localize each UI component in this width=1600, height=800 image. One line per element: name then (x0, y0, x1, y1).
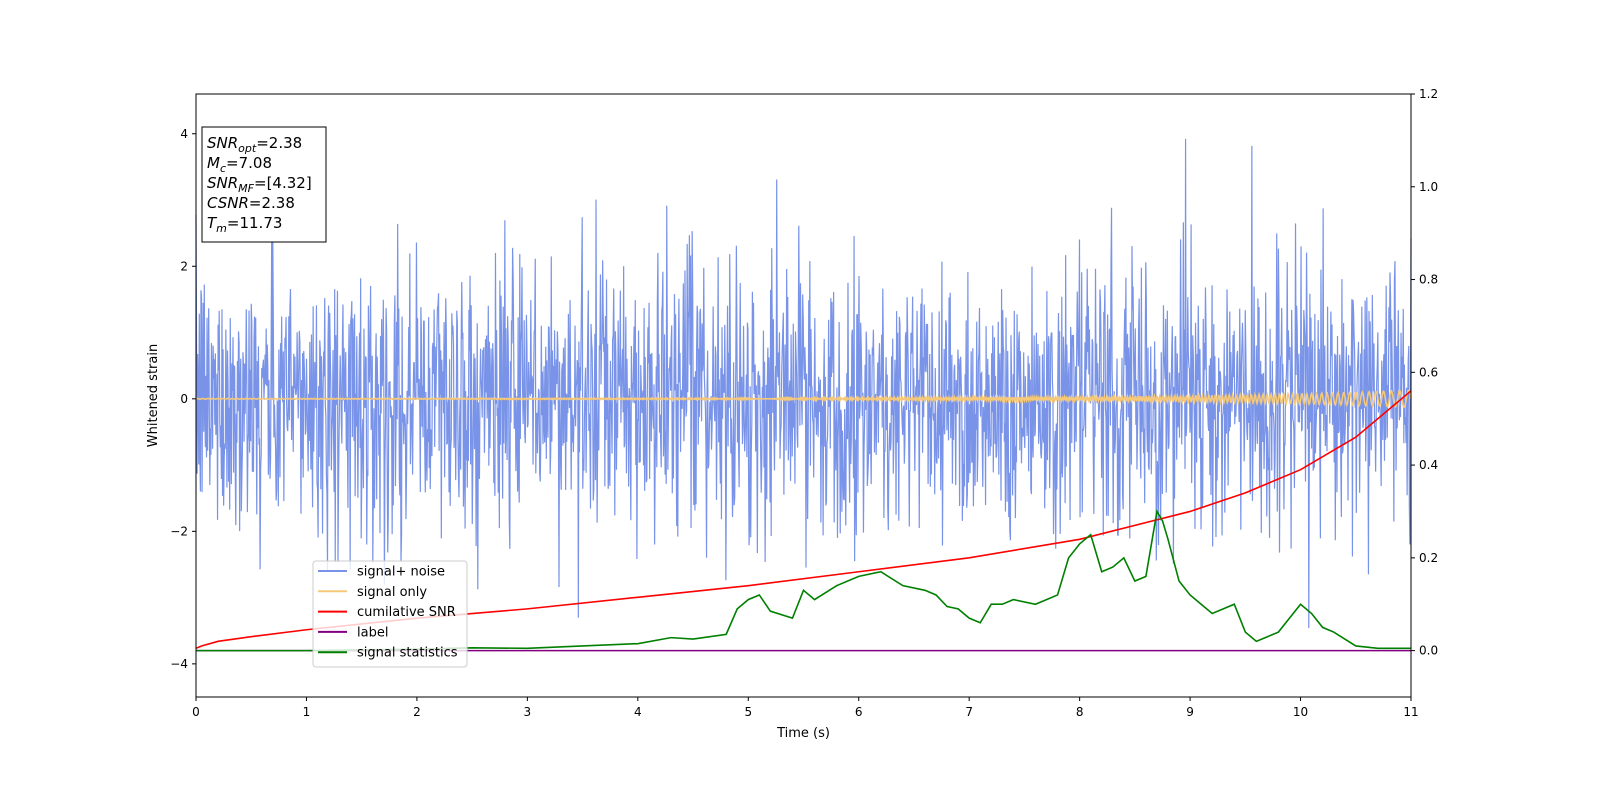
x-tick-label: 3 (524, 705, 532, 719)
y-left-tick-label: 4 (180, 127, 188, 141)
x-tick-label: 1 (303, 705, 311, 719)
series-cumilative-snr-line (195, 390, 1412, 650)
series-signal-noise-line (195, 138, 1412, 629)
series-signal-only-line (195, 389, 1412, 409)
series-signal-statistics-line (196, 509, 1411, 652)
y-right-tick-label: 1.2 (1419, 87, 1438, 101)
x-tick-label: 7 (965, 705, 973, 719)
annotation-line: SNRopt=2.38 (207, 134, 302, 155)
legend-label: signal only (357, 585, 427, 600)
plot-frame (195, 93, 1412, 698)
x-tick-label: 5 (744, 705, 752, 719)
y-axis-label: Whitened strain (146, 344, 161, 447)
y-left-tick-label: −4 (170, 657, 188, 671)
x-tick-label: 0 (192, 705, 200, 719)
x-axis-label: Time (s) (776, 726, 830, 741)
legend-frame (312, 560, 468, 668)
x-tick-label: 2 (413, 705, 421, 719)
annotation-frame (201, 126, 327, 243)
x-tick-label: 9 (1186, 705, 1194, 719)
y-right-tick-label: 0.6 (1419, 365, 1438, 379)
y-left-tick-label: −2 (170, 524, 188, 538)
y-right-tick-label: 1.0 (1419, 180, 1438, 194)
y-right-tick-label: 0.4 (1419, 458, 1438, 472)
y-right-tick-label: 0.2 (1419, 551, 1438, 565)
annotation-line: SNRMF=[4.32] (207, 174, 312, 195)
x-tick-label: 6 (855, 705, 863, 719)
legend-label: signal+ noise (357, 565, 445, 580)
annotation-line: Tm=11.73 (207, 214, 282, 235)
y-right-tick-label: 0.8 (1419, 273, 1438, 287)
x-tick-label: 8 (1076, 705, 1084, 719)
legend-label: cumilative SNR (357, 605, 456, 620)
x-tick-label: 10 (1293, 705, 1308, 719)
x-tick-label: 11 (1403, 705, 1418, 719)
y-left-tick-label: 0 (180, 392, 188, 406)
y-left-tick-label: 2 (180, 259, 188, 273)
annotation-line: CSNR=2.38 (207, 194, 295, 212)
y-right-tick-label: 0.0 (1419, 644, 1438, 658)
legend-label: signal statistics (357, 646, 458, 661)
legend-label: label (357, 625, 388, 640)
x-tick-label: 4 (634, 705, 642, 719)
annotation-line: Mc=7.08 (207, 154, 272, 175)
legend: signal+ noise signal only cumilative SNR la… (312, 560, 468, 668)
axes: 0 1 2 3 4 5 6 7 8 9 10 11 −4 −2 0 2 4 0.0 0.2 0.4 0.6 0.8 1.0 1… (170, 87, 1438, 719)
